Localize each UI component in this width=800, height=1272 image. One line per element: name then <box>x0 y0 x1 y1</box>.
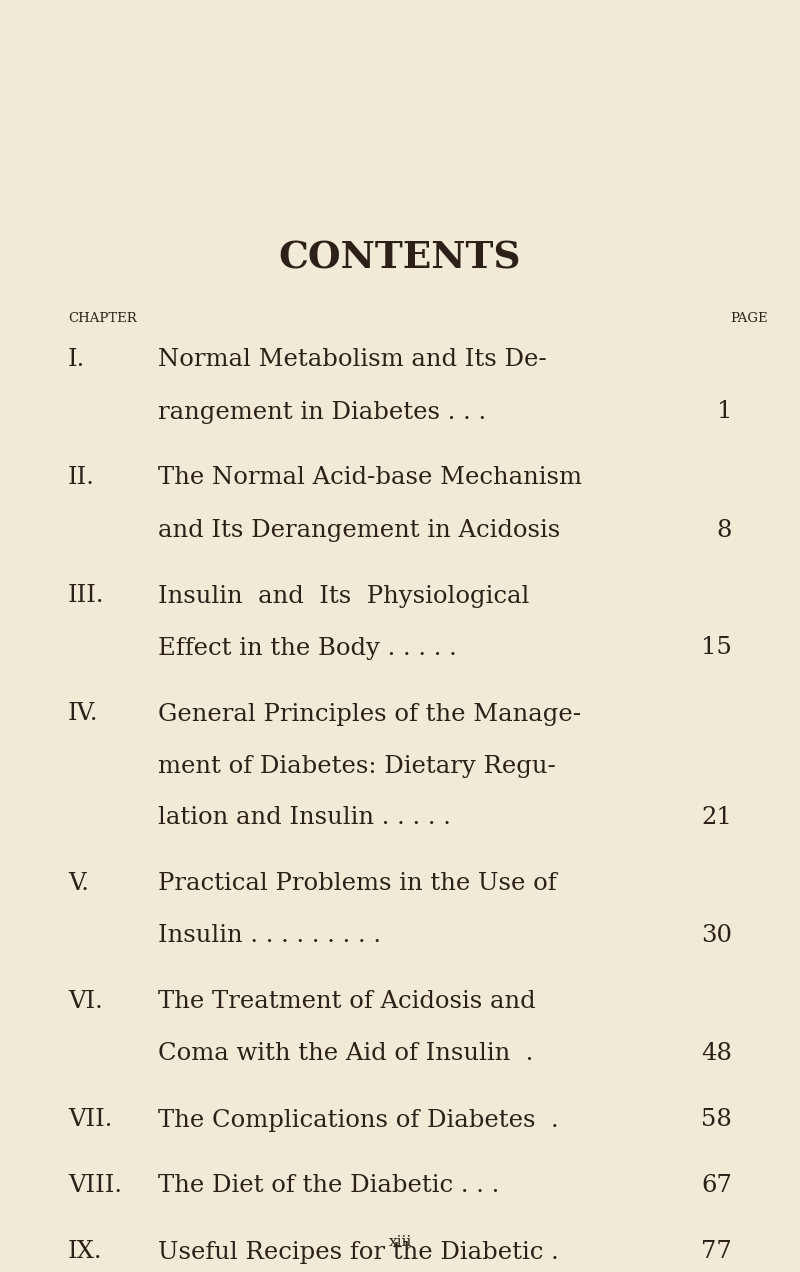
Text: VII.: VII. <box>68 1108 112 1132</box>
Text: 8: 8 <box>717 519 732 542</box>
Text: IX.: IX. <box>68 1240 102 1263</box>
Text: lation and Insulin . . . . .: lation and Insulin . . . . . <box>158 806 451 829</box>
Text: CHAPTER: CHAPTER <box>68 312 137 324</box>
Text: 15: 15 <box>701 636 732 659</box>
Text: 30: 30 <box>701 925 732 948</box>
Text: 58: 58 <box>702 1108 732 1132</box>
Text: 67: 67 <box>701 1174 732 1197</box>
Text: 48: 48 <box>701 1043 732 1066</box>
Text: The Normal Acid-base Mechanism: The Normal Acid-base Mechanism <box>158 467 582 490</box>
Text: PAGE: PAGE <box>730 312 768 324</box>
Text: VI.: VI. <box>68 991 102 1014</box>
Text: I.: I. <box>68 349 86 371</box>
Text: xiii: xiii <box>388 1235 412 1249</box>
Text: Normal Metabolism and Its De-: Normal Metabolism and Its De- <box>158 349 546 371</box>
Text: II.: II. <box>68 467 95 490</box>
Text: 1: 1 <box>717 401 732 424</box>
Text: and Its Derangement in Acidosis: and Its Derangement in Acidosis <box>158 519 560 542</box>
Text: rangement in Diabetes . . .: rangement in Diabetes . . . <box>158 401 486 424</box>
Text: VIII.: VIII. <box>68 1174 122 1197</box>
Text: The Treatment of Acidosis and: The Treatment of Acidosis and <box>158 991 536 1014</box>
Text: Useful Recipes for the Diabetic .: Useful Recipes for the Diabetic . <box>158 1240 558 1263</box>
Text: CONTENTS: CONTENTS <box>278 239 522 276</box>
Text: IV.: IV. <box>68 702 98 725</box>
Text: III.: III. <box>68 585 105 608</box>
Text: 21: 21 <box>701 806 732 829</box>
Text: Effect in the Body . . . . .: Effect in the Body . . . . . <box>158 636 457 659</box>
Text: Insulin . . . . . . . . .: Insulin . . . . . . . . . <box>158 925 381 948</box>
Text: V.: V. <box>68 873 89 895</box>
Text: ment of Diabetes: Dietary Regu-: ment of Diabetes: Dietary Regu- <box>158 754 556 777</box>
Text: The Diet of the Diabetic . . .: The Diet of the Diabetic . . . <box>158 1174 499 1197</box>
Text: 77: 77 <box>702 1240 732 1263</box>
Text: The Complications of Diabetes  .: The Complications of Diabetes . <box>158 1108 558 1132</box>
Text: General Principles of the Manage-: General Principles of the Manage- <box>158 702 581 725</box>
Text: Insulin  and  Its  Physiological: Insulin and Its Physiological <box>158 585 530 608</box>
Text: Coma with the Aid of Insulin  .: Coma with the Aid of Insulin . <box>158 1043 534 1066</box>
Text: Practical Problems in the Use of: Practical Problems in the Use of <box>158 873 557 895</box>
